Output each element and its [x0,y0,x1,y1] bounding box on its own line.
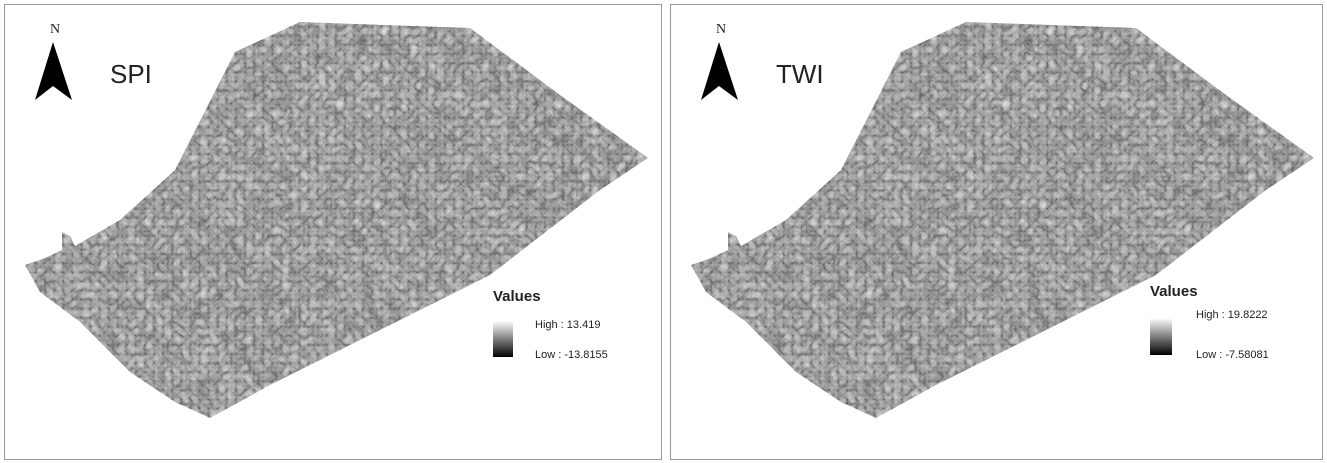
legend-ramp [493,321,513,357]
map-title: SPI [110,59,152,89]
legend-low: Low : -7.58081 [1196,349,1269,361]
legend-title: Values [1150,283,1198,300]
legend-high: High : 13.419 [535,319,600,331]
panel: N SPI Values High : 13.419 Low : -13.815… [0,0,662,460]
legend-title: Values [493,288,541,305]
legend-high: High : 19.8222 [1196,309,1268,321]
panel: N TWI Values High : 19.8222 Low : -7.580… [666,0,1326,460]
map-title: TWI [776,59,824,89]
legend-ramp [1150,318,1172,355]
page: N SPI Values High : 13.419 Low : -13.815… [0,0,1327,463]
north-label: N [716,22,726,37]
north-label: N [50,22,60,37]
legend-low: Low : -13.8155 [535,349,608,361]
